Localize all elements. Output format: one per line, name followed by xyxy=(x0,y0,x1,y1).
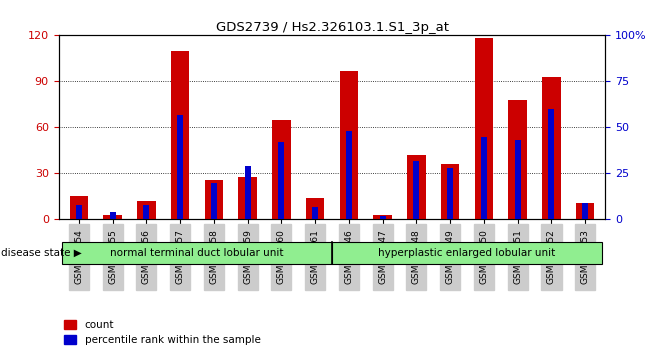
Bar xyxy=(104,215,122,219)
Bar xyxy=(62,242,332,264)
Bar xyxy=(204,179,223,219)
Bar xyxy=(576,202,594,219)
Bar xyxy=(374,215,392,219)
Bar xyxy=(380,216,385,219)
Bar xyxy=(211,183,217,219)
Bar xyxy=(137,201,156,219)
Bar xyxy=(312,207,318,219)
Bar xyxy=(70,196,88,219)
Bar xyxy=(515,140,521,219)
Bar xyxy=(272,120,290,219)
Bar xyxy=(143,205,149,219)
Bar xyxy=(279,142,284,219)
Bar xyxy=(582,203,589,219)
Bar xyxy=(475,39,493,219)
Bar xyxy=(542,77,561,219)
Bar xyxy=(238,177,257,219)
Bar xyxy=(508,100,527,219)
Bar xyxy=(332,242,602,264)
Bar xyxy=(413,161,419,219)
Bar xyxy=(306,198,324,219)
Bar xyxy=(109,212,116,219)
Bar xyxy=(407,155,426,219)
Bar xyxy=(340,71,358,219)
Bar xyxy=(245,166,251,219)
Bar xyxy=(177,115,183,219)
Bar xyxy=(441,164,460,219)
Bar xyxy=(447,168,453,219)
Legend: count, percentile rank within the sample: count, percentile rank within the sample xyxy=(64,320,260,345)
Title: GDS2739 / Hs2.326103.1.S1_3p_at: GDS2739 / Hs2.326103.1.S1_3p_at xyxy=(215,21,449,34)
Text: normal terminal duct lobular unit: normal terminal duct lobular unit xyxy=(110,248,284,258)
Bar xyxy=(171,51,189,219)
Bar xyxy=(481,137,487,219)
Bar xyxy=(548,109,555,219)
Text: disease state ▶: disease state ▶ xyxy=(1,248,82,258)
Text: hyperplastic enlarged lobular unit: hyperplastic enlarged lobular unit xyxy=(378,248,556,258)
Bar xyxy=(346,131,352,219)
Bar xyxy=(76,205,82,219)
